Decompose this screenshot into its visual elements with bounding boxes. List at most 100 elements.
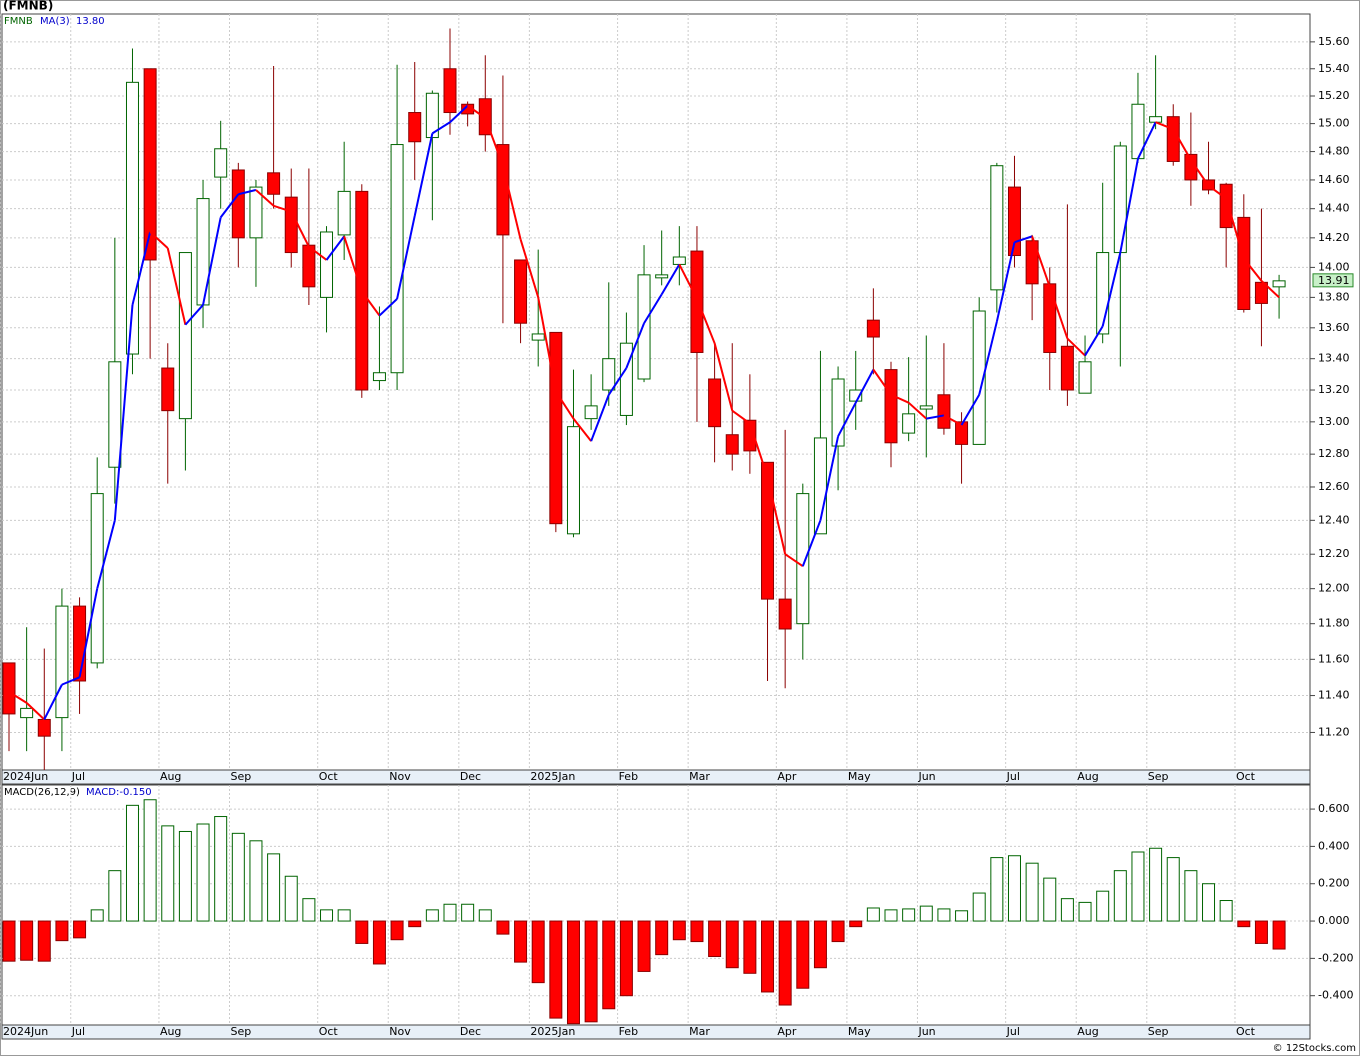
ma-segment — [61, 676, 80, 686]
macd-bar — [955, 910, 969, 922]
candle-body — [496, 144, 510, 236]
candle-body — [955, 421, 969, 445]
macd-bar — [2, 920, 16, 962]
macd-bar — [214, 816, 228, 922]
y-tick-label: 11.20 — [1318, 725, 1350, 738]
macd-bar — [708, 920, 722, 958]
macd-bar — [1043, 877, 1057, 922]
ma-segment — [519, 239, 540, 298]
y-tick-label: 12.00 — [1318, 582, 1350, 595]
ma-segment — [131, 231, 152, 306]
candle-body — [1078, 361, 1092, 394]
macd-bar — [972, 892, 986, 922]
legend-ma: MA(3) — [40, 16, 70, 27]
candle-body — [73, 605, 87, 682]
y-tick-label: 13.20 — [1318, 383, 1350, 396]
x-tick-label: Oct — [1236, 770, 1256, 783]
y-tick-label: 0.000 — [1318, 914, 1350, 927]
candle-body — [619, 342, 633, 416]
macd-bar — [1113, 870, 1127, 922]
ma-segment — [572, 418, 592, 442]
ma-segment — [290, 211, 310, 248]
x-tick-label: May — [848, 770, 871, 783]
ma-segment — [467, 104, 486, 119]
candle-body — [161, 367, 175, 412]
ma-segment — [1066, 337, 1086, 357]
candle-body — [55, 605, 69, 719]
ma-segment — [854, 369, 875, 404]
macd-bar — [1149, 847, 1163, 922]
ma-segment — [1190, 159, 1210, 187]
ma-segment — [978, 321, 998, 396]
candle-body — [584, 405, 598, 420]
candle-body — [231, 169, 245, 239]
ma-segment — [449, 104, 469, 123]
macd-bar — [125, 804, 139, 922]
candle-body — [761, 461, 775, 600]
candle-body — [143, 68, 157, 261]
candle-body — [320, 231, 334, 298]
ma-segment — [1207, 184, 1227, 200]
macd-bar — [619, 920, 633, 997]
macd-bar — [1025, 862, 1039, 922]
x-tick-label: Mar — [689, 770, 710, 783]
macd-bar — [778, 920, 792, 1006]
macd-bar — [196, 823, 210, 922]
ma-segment — [660, 263, 681, 295]
x-tick-label: Nov — [389, 770, 411, 783]
candle-body — [549, 331, 563, 525]
ma-segment — [43, 684, 63, 720]
y-tick-label: 14.40 — [1318, 202, 1350, 215]
candle-body — [919, 405, 933, 410]
candle-body — [1060, 345, 1074, 391]
candle-body — [90, 493, 104, 664]
macd-bar — [1184, 870, 1198, 922]
macd-bar — [602, 920, 616, 1010]
macd-bar — [672, 920, 686, 941]
y-tick-label: 13.40 — [1318, 352, 1350, 365]
ma-segment — [1225, 198, 1245, 259]
macd-bar — [1078, 901, 1092, 922]
y-tick-label: 15.20 — [1318, 89, 1350, 102]
candle-body — [214, 148, 228, 178]
ma-segment — [590, 394, 610, 442]
macd-bar — [143, 799, 157, 922]
macd-bar — [20, 920, 34, 961]
x-tick-label: Oct — [319, 770, 339, 783]
candle-body — [937, 394, 951, 429]
x-tick-label: 2024Jun — [3, 1025, 48, 1038]
candle-body — [602, 358, 616, 391]
ma-segment — [837, 402, 857, 437]
candle-body — [866, 319, 880, 338]
ma-segment — [184, 304, 204, 326]
ma-segment — [995, 242, 1016, 322]
macd-bar — [937, 908, 951, 922]
ma-segment — [8, 691, 28, 704]
macd-bar — [1237, 920, 1251, 928]
y-tick-label: 14.20 — [1318, 231, 1350, 244]
x-tick-label: Sep — [231, 770, 252, 783]
candle-body — [372, 372, 386, 382]
candle-body — [249, 186, 263, 239]
ma-segment — [784, 553, 804, 568]
macd-bar — [1131, 851, 1145, 922]
candle-body — [1272, 280, 1286, 288]
last-price-label: 13.91 — [1318, 274, 1350, 287]
candle-body — [972, 310, 986, 445]
candle-body — [1043, 283, 1057, 353]
candle-body — [20, 707, 34, 719]
x-tick-label: 2025Jan — [530, 770, 575, 783]
macd-bar — [584, 920, 598, 1023]
ma-segment — [1155, 121, 1174, 131]
macd-bar — [831, 920, 845, 943]
ma-segment — [501, 165, 522, 240]
ma-segment — [96, 520, 116, 589]
x-tick-label: Feb — [619, 1025, 638, 1038]
macd-bar — [866, 907, 880, 922]
macd-bar — [425, 909, 439, 922]
macd-bar — [761, 920, 775, 993]
macd-bar — [249, 840, 263, 922]
y-tick-label: 13.60 — [1318, 321, 1350, 334]
macd-bar — [390, 920, 404, 941]
